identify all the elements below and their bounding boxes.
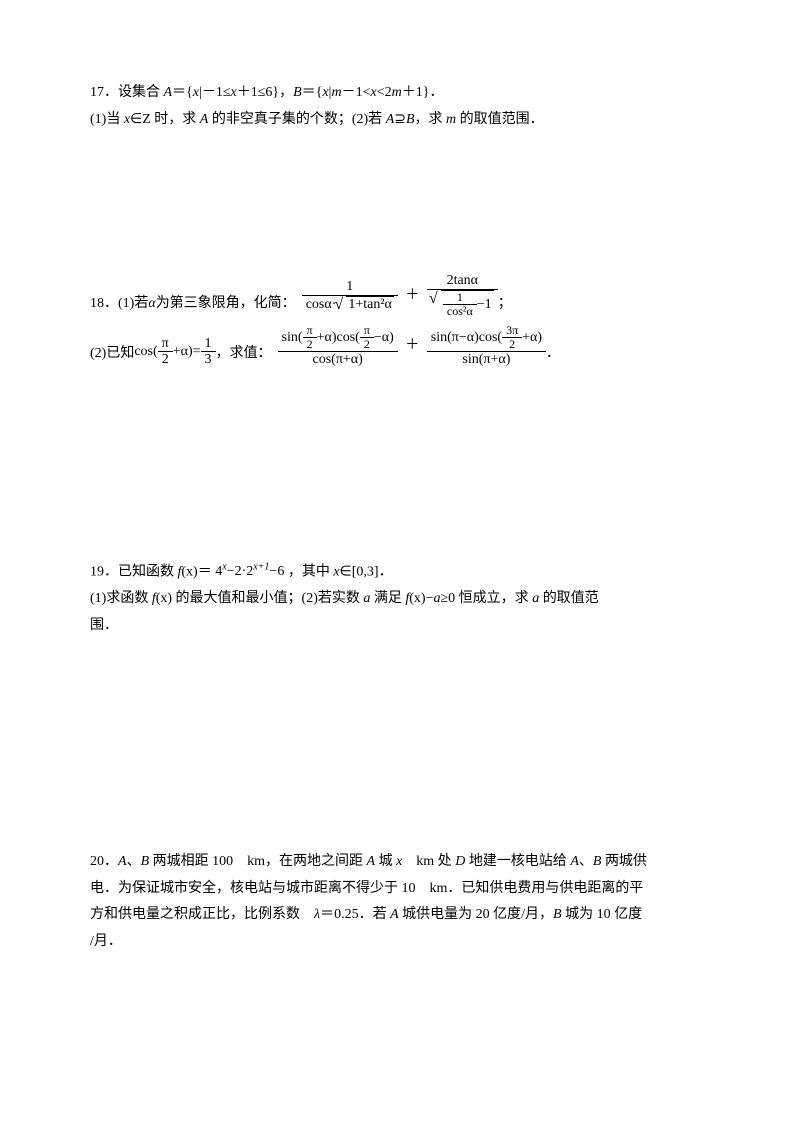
p19-line2: (1)求函数 f(x) 的最大值和最小值；(2)若实数 a 满足 f(x)−a≥…	[90, 586, 710, 613]
p19-line3: 围．	[90, 613, 710, 640]
problem-17: 17．设集合 A＝{x|－1≤x＋1≤6}，B＝{x|m－1<x<2m＋1}． …	[90, 80, 710, 133]
p17-number: 17．	[90, 85, 118, 100]
problem-18: 18． (1)若 α 为第三象限角，化简： 1 cosα·1+tan²α ＋ 2…	[90, 273, 710, 368]
p18-cos-cond: cos(π2+α)=13	[134, 336, 215, 368]
document-page: 17．设集合 A＝{x|－1≤x＋1≤6}，B＝{x|m－1<x<2m＋1}． …	[0, 0, 800, 1076]
p18-expr1-frac2: 2tanα 1 cos²α −1	[427, 273, 498, 318]
p18-expr2: sin(π2+α)cos(π2−α) cos(π+α) ＋ sin(π−α)co…	[278, 324, 547, 368]
p18-number: 18．	[90, 291, 118, 318]
problem-20: 20．A、B 两城相距 100 km，在两地之间距 A 城 x km 处 D 地…	[90, 849, 710, 955]
p17-line1: 17．设集合 A＝{x|－1≤x＋1≤6}，B＝{x|m－1<x<2m＋1}．	[90, 80, 710, 107]
p20-line3: 方和供电量之积成正比，比例系数 λ＝0.25．若 A 城供电量为 20 亿度/月…	[90, 902, 710, 929]
p18-expr2-term1: sin(π2+α)cos(π2−α) cos(π+α)	[278, 324, 398, 368]
p19-expr: 4x−2·2x+1−6	[215, 564, 288, 579]
p20-line1: 20．A、B 两城相距 100 km，在两地之间距 A 城 x km 处 D 地…	[90, 849, 710, 876]
p17-line2: (1)当 x∈Z 时，求 A 的非空真子集的个数；(2)若 A⊇B，求 m 的取…	[90, 107, 710, 134]
p20-line2: 电．为保证城市安全，核电站与城市距离不得少于 10 km．已知供电费用与供电距离…	[90, 876, 710, 903]
p18-expr1-frac1: 1 cosα·1+tan²α	[302, 279, 398, 312]
problem-19: 19．已知函数 f(x)＝ 4x−2·2x+1−6 ，其中 x∈[0,3]． (…	[90, 558, 710, 639]
p19-line1: 19．已知函数 f(x)＝ 4x−2·2x+1−6 ，其中 x∈[0,3]．	[90, 558, 710, 586]
p18-line1: 18． (1)若 α 为第三象限角，化简： 1 cosα·1+tan²α ＋ 2…	[90, 273, 710, 318]
p18-expr2-term2: sin(π−α)cos(3π2+α) sin(π+α)	[427, 324, 546, 368]
p19-number: 19．	[90, 564, 118, 579]
p20-number: 20．	[90, 854, 118, 869]
p18-line2: (2)已知 cos(π2+α)=13 ，求值： sin(π2+α)cos(π2−…	[90, 324, 710, 368]
p18-expr1: 1 cosα·1+tan²α ＋ 2tanα 1 cos²α −1	[302, 273, 498, 318]
p20-line4: /月．	[90, 929, 710, 956]
